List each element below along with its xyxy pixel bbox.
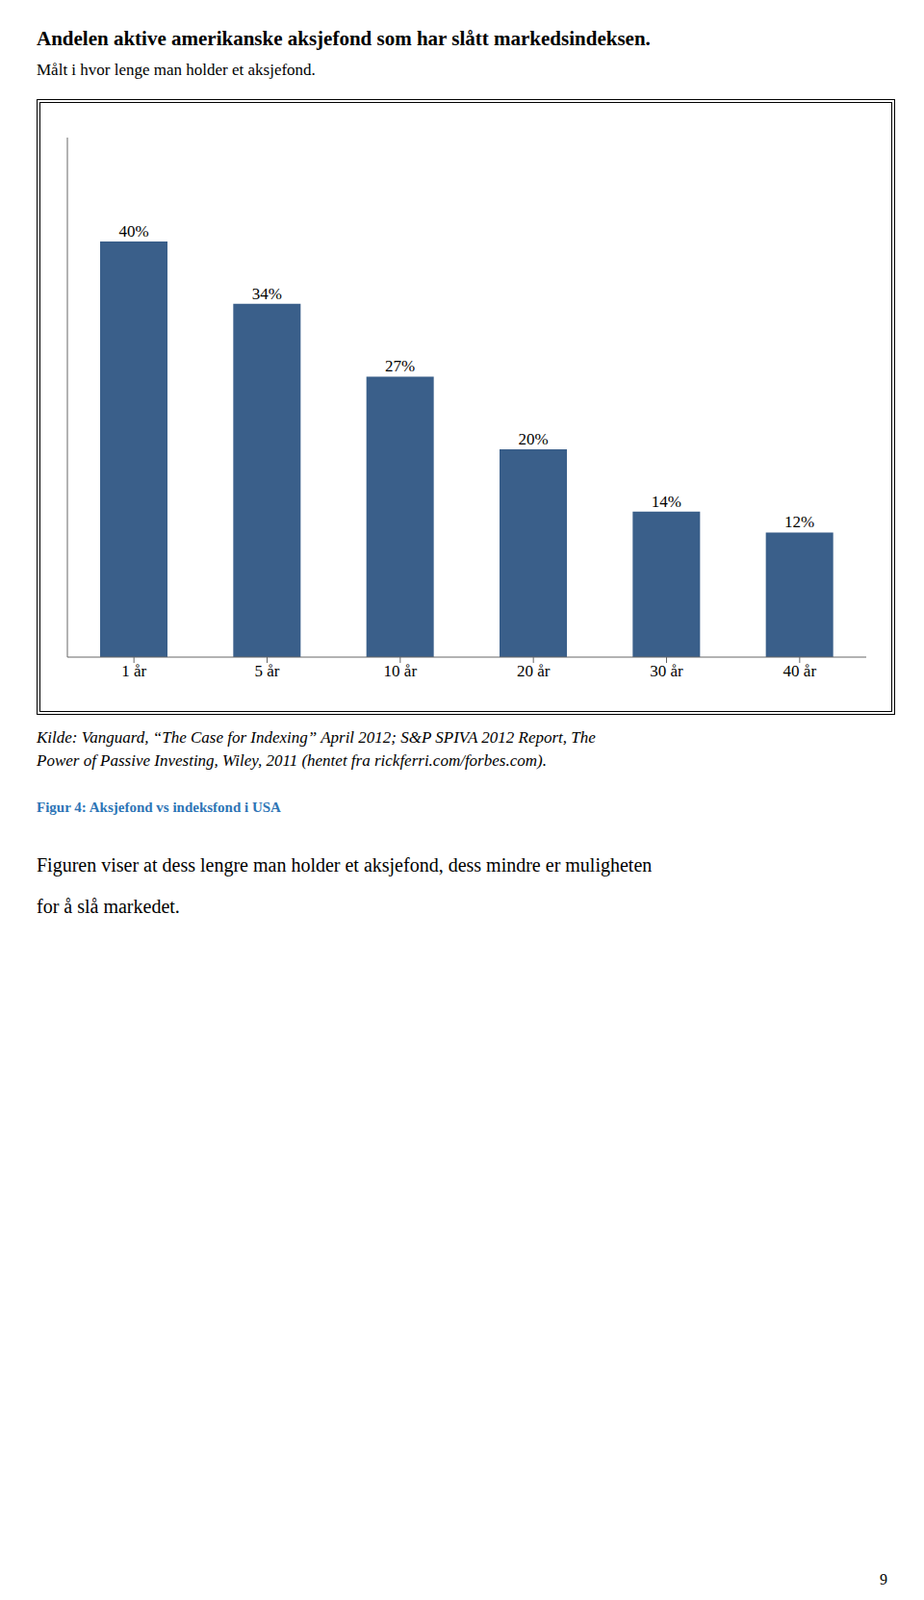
html-text:9: 9 (879, 1571, 888, 1589)
html-text:for å slå markedet.: for å slå markedet. (36, 896, 180, 918)
svg-text:27%: 27% (385, 357, 415, 376)
svg-text:10 år: 10 år (384, 662, 418, 681)
svg-text:20 år: 20 år (516, 662, 551, 681)
svg-text:1 år: 1 år (121, 662, 147, 681)
svg-text:34%: 34% (252, 284, 283, 304)
svg-text:20%: 20% (517, 430, 548, 449)
html-text:Kilde: Vanguard, “The Case for: Kilde: Vanguard, “The Case for Indexing”… (36, 728, 596, 747)
html-text:Figuren viser at dess lengre m: Figuren viser at dess lengre man holder … (36, 854, 652, 876)
svg-text:5 år: 5 år (255, 662, 281, 681)
html-text:Power of Passive Investing, Wi: Power of Passive Investing, Wiley, 2011 … (36, 751, 547, 770)
html-text:Figur 4: Aksjefond vs indeksfo: Figur 4: Aksjefond vs indeksfond i USA (36, 799, 282, 816)
svg-text:40%: 40% (118, 222, 149, 241)
svg-text:14%: 14% (651, 492, 682, 512)
html-text:Målt i hvor lenge man holder e: Målt i hvor lenge man holder et aksjefon… (36, 60, 316, 79)
svg-text:12%: 12% (784, 513, 815, 532)
html-text:Andelen aktive amerikanske aks: Andelen aktive amerikanske aksjefond som… (36, 26, 651, 51)
svg-text:30 år: 30 år (649, 662, 684, 681)
svg-text:40 år: 40 år (783, 662, 818, 681)
